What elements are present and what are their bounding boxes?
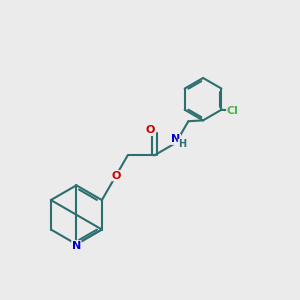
Text: Cl: Cl	[227, 106, 239, 116]
Text: H: H	[178, 140, 186, 149]
Text: O: O	[111, 171, 120, 181]
Text: N: N	[72, 241, 81, 251]
Text: O: O	[145, 125, 154, 135]
Text: N: N	[171, 134, 181, 144]
